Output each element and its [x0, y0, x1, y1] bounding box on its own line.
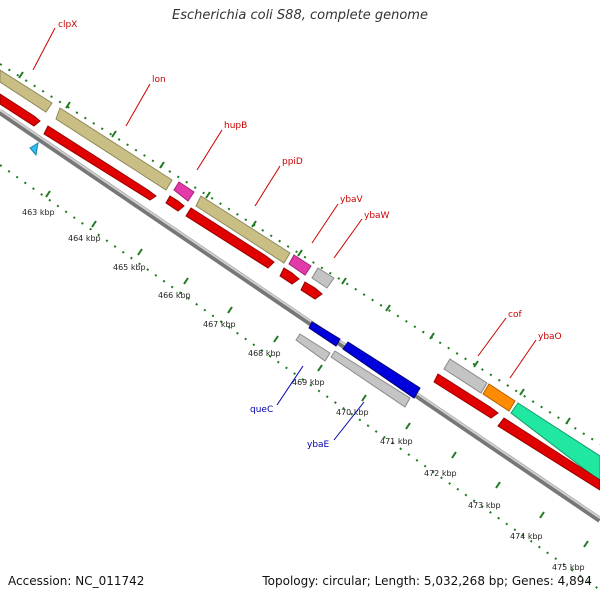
kbp-label: 467 kbp: [203, 320, 236, 329]
cds-ybaW[interactable]: [300, 281, 323, 300]
gene-ybaE[interactable]: [330, 350, 411, 408]
gene-queC-cds[interactable]: [308, 321, 341, 347]
kbp-label: 469 kbp: [292, 378, 325, 387]
forward-cds-track: [0, 93, 600, 491]
gene-label-ybaE[interactable]: ybaE: [307, 440, 330, 450]
gene-label-ybaO[interactable]: ybaO: [538, 332, 562, 342]
accession-text: Accession: NC_011742: [8, 574, 145, 588]
gene-clpX[interactable]: [0, 69, 53, 113]
kbp-label: 475 kbp: [552, 563, 585, 572]
gene-ybaO[interactable]: [510, 402, 600, 482]
gene-label-ppiD[interactable]: ppiD: [282, 157, 303, 167]
gene-label-ybaV[interactable]: ybaV: [340, 195, 364, 205]
forward-gene-labels: clpX lon hupB ppiD ybaV ybaW cof ybaO: [32, 20, 562, 379]
gene-ybaE-cds[interactable]: [342, 341, 421, 399]
small-feature[interactable]: [29, 141, 39, 157]
gene-lon[interactable]: [55, 107, 173, 191]
gene-ybaW[interactable]: [311, 267, 335, 289]
kbp-label: 465 kbp: [113, 263, 146, 272]
gene-queC[interactable]: [295, 333, 331, 362]
reverse-gene-labels: queC ybaE: [250, 365, 365, 450]
kbp-label: 464 kbp: [68, 234, 101, 243]
map-title: Escherichia coli S88, complete genome: [172, 8, 428, 23]
gene-label-queC[interactable]: queC: [250, 405, 273, 415]
cds-clpX[interactable]: [0, 93, 41, 127]
outer-tick-track: [0, 63, 600, 445]
gene-label-cof[interactable]: cof: [508, 310, 522, 320]
genome-backbone: [0, 109, 600, 523]
gene-label-lon[interactable]: lon: [152, 75, 166, 85]
inner-major-ticks: [45, 190, 589, 548]
gene-ybaV[interactable]: [288, 254, 312, 276]
kbp-label: 474 kbp: [510, 532, 543, 541]
gene-label-ybaW[interactable]: ybaW: [364, 211, 390, 221]
genome-summary-text: Topology: circular; Length: 5,032,268 bp…: [262, 574, 592, 588]
outer-major-ticks: [18, 71, 571, 425]
cds-ybaO[interactable]: [497, 417, 600, 491]
kbp-label: 471 kbp: [380, 437, 413, 446]
gene-ybaO-orange[interactable]: [482, 383, 516, 412]
forward-gene-track: [0, 69, 600, 482]
reverse-gene-track: [29, 141, 421, 408]
gene-label-clpX[interactable]: clpX: [58, 20, 77, 30]
cds-ppiD[interactable]: [185, 207, 275, 269]
cds-ybaV[interactable]: [279, 267, 300, 285]
kbp-label: 463 kbp: [22, 208, 55, 217]
cds-lon[interactable]: [43, 125, 157, 201]
kbp-labels: 463 kbp 464 kbp 465 kbp 466 kbp 467 kbp …: [22, 208, 585, 572]
kbp-label: 470 kbp: [336, 408, 369, 417]
kbp-label: 472 kbp: [424, 469, 457, 478]
kbp-label: 473 kbp: [468, 501, 501, 510]
kbp-label: 466 kbp: [158, 291, 191, 300]
cds-hupB[interactable]: [165, 195, 185, 212]
kbp-label: 468 kbp: [248, 349, 281, 358]
cds-cof[interactable]: [433, 373, 499, 419]
gene-ppiD[interactable]: [195, 195, 291, 264]
gene-hupB[interactable]: [173, 181, 195, 202]
gene-cof[interactable]: [443, 358, 488, 394]
gene-label-hupB[interactable]: hupB: [224, 121, 247, 131]
